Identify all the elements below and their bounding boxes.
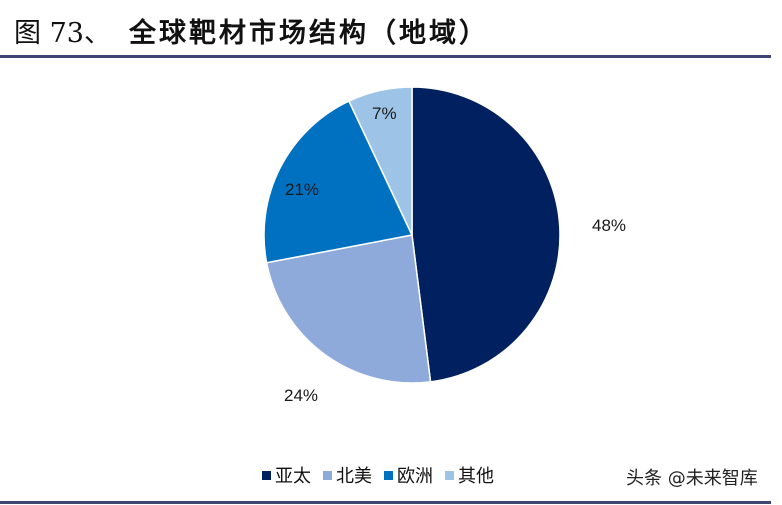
legend-item-na: 北美 bbox=[323, 462, 372, 488]
legend-swatch bbox=[445, 470, 454, 480]
chart-title: 全球靶材市场结构（地域） bbox=[128, 17, 489, 49]
legend-swatch bbox=[262, 470, 271, 480]
legend-item-eu: 欧洲 bbox=[384, 462, 433, 488]
pie-slice-3 bbox=[347, 86, 413, 236]
label-na: 24% bbox=[284, 386, 319, 405]
top-rule bbox=[0, 55, 771, 58]
legend-label: 亚太 bbox=[275, 466, 311, 487]
legend-swatch bbox=[323, 470, 332, 480]
legend-label: 欧洲 bbox=[397, 466, 433, 487]
legend-label: 其他 bbox=[458, 466, 494, 487]
label-other: 7% bbox=[372, 104, 397, 123]
legend: 亚太 北美 欧洲 其他 bbox=[262, 462, 506, 488]
legend-item-other: 其他 bbox=[445, 462, 494, 488]
legend-swatch bbox=[384, 470, 393, 480]
legend-label: 北美 bbox=[336, 466, 372, 487]
figure-number: 图 73、 bbox=[14, 17, 111, 49]
pie-slice-2 bbox=[263, 100, 414, 264]
watermark: 头条 @未来智库 bbox=[626, 468, 758, 489]
pie-slice-1 bbox=[265, 234, 432, 384]
figure-title: 图 73、 全球靶材市场结构（地域） bbox=[14, 10, 489, 50]
label-eu: 21% bbox=[285, 180, 320, 199]
label-asia: 48% bbox=[592, 216, 627, 235]
pie-slice-0 bbox=[411, 86, 561, 383]
legend-item-asia: 亚太 bbox=[262, 462, 311, 488]
bottom-rule bbox=[0, 501, 771, 504]
